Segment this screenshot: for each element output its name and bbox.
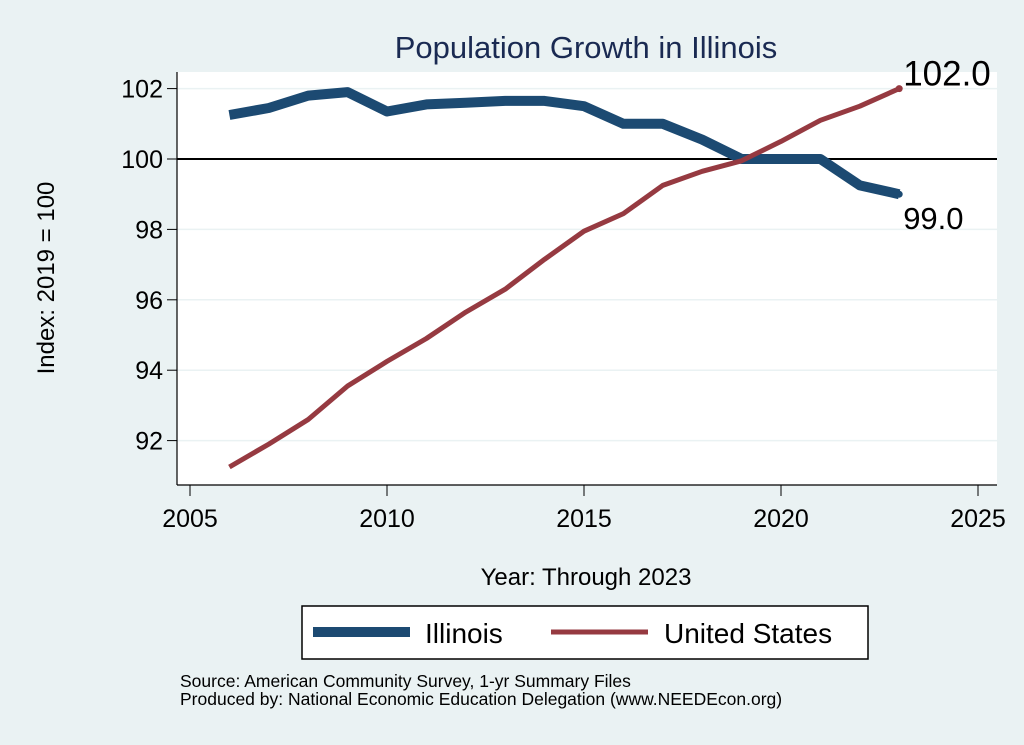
x-tick-label: 2020 — [753, 505, 809, 533]
legend-label-illinois: Illinois — [425, 618, 503, 649]
y-tick-label: 100 — [121, 146, 163, 174]
source-note: Source: American Community Survey, 1-yr … — [180, 671, 631, 691]
y-tick-label: 94 — [135, 357, 163, 385]
x-tick-label: 2005 — [162, 505, 218, 533]
series: 99.0 102.0 — [228, 55, 991, 470]
y-axis-label: Index: 2019 = 100 — [33, 182, 60, 375]
x-tick-label: 2015 — [556, 505, 612, 533]
end-point-united-states — [895, 85, 903, 93]
end-label-united-states: 102.0 — [903, 55, 991, 94]
y-tick-label: 98 — [135, 216, 163, 244]
series-line-united-states — [228, 86, 901, 470]
y-tick-label: 96 — [135, 287, 163, 315]
y-tick-label: 102 — [121, 76, 163, 104]
series-illinois: 99.0 — [228, 87, 964, 236]
legend: Illinois United States — [301, 605, 869, 660]
x-tick-label: 2010 — [359, 505, 415, 533]
end-label-illinois: 99.0 — [903, 201, 963, 236]
end-point-illinois — [895, 190, 903, 198]
axes: 92 94 96 98 100 102 2005 2010 2015 2020 2025 — [121, 72, 1006, 533]
legend-label-united-states: United States — [664, 618, 832, 649]
series-line-illinois — [228, 87, 901, 200]
x-axis-label: Year: Through 2023 — [481, 564, 692, 591]
chart-title: Population Growth in Illinois — [395, 30, 778, 65]
producer-note: Produced by: National Economic Education… — [180, 689, 783, 709]
y-tick-label: 92 — [135, 428, 163, 456]
x-tick-label: 2025 — [950, 505, 1006, 533]
footer: Source: American Community Survey, 1-yr … — [180, 672, 782, 708]
series-united-states: 102.0 — [228, 55, 991, 470]
